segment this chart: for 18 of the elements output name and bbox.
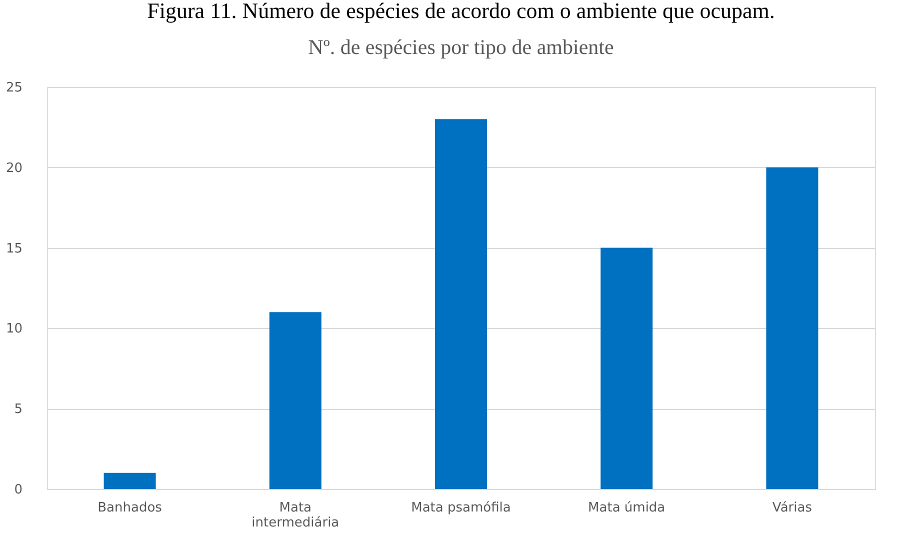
bar <box>269 312 322 489</box>
bar <box>766 167 818 489</box>
bar <box>600 248 653 489</box>
y-tick-label: 10 <box>6 322 22 337</box>
y-tick-label: 0 <box>14 482 22 498</box>
x-tick-label: Banhados <box>98 500 162 516</box>
y-tick-label: 15 <box>6 241 22 256</box>
chart-title: Nº. de espécies por tipo de ambiente <box>308 35 614 59</box>
y-tick-label: 20 <box>6 160 22 176</box>
bar <box>104 472 156 489</box>
x-tick-label: Mata psamófila <box>411 500 511 516</box>
x-tick-label: Várias <box>772 500 812 516</box>
y-tick-label: 25 <box>6 80 22 96</box>
x-tick-label: Mata úmida <box>588 500 666 516</box>
x-tick-label: Mata intermediária <box>252 500 340 530</box>
bar <box>435 119 487 489</box>
text: Figura 11. Número de espécies de acordo com o ambiente que ocupam. <box>147 0 775 23</box>
y-tick-label: 5 <box>14 402 22 418</box>
